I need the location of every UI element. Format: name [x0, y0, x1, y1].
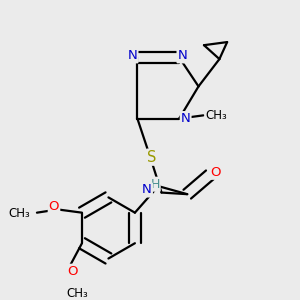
Text: N: N: [178, 50, 187, 62]
Text: CH₃: CH₃: [66, 287, 88, 300]
Text: O: O: [67, 265, 78, 278]
Text: O: O: [49, 200, 59, 213]
Text: H: H: [150, 178, 160, 191]
Text: CH₃: CH₃: [205, 109, 227, 122]
Text: N: N: [142, 184, 152, 196]
Text: O: O: [210, 166, 221, 179]
Text: N: N: [181, 112, 190, 125]
Text: S: S: [147, 150, 157, 165]
Text: CH₃: CH₃: [9, 207, 31, 220]
Text: N: N: [128, 50, 137, 62]
